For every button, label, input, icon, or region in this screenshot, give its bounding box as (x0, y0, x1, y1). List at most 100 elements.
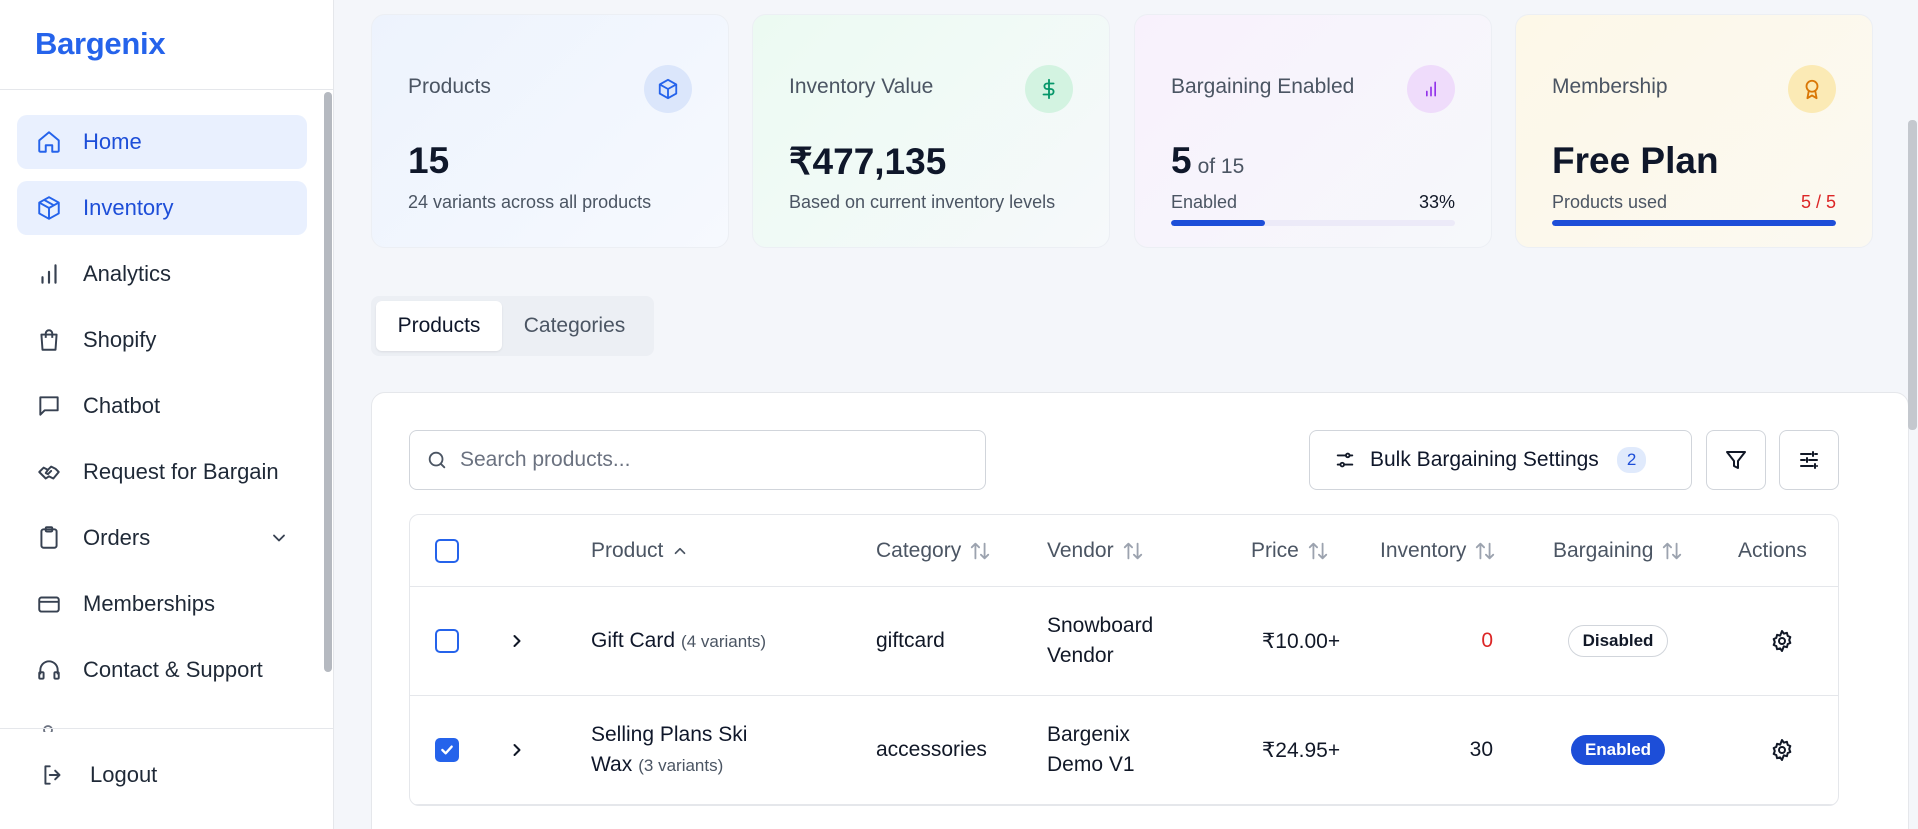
card-value-total: of 15 (1197, 155, 1245, 178)
sidebar-item-label: Analytics (83, 261, 172, 286)
card-subtitle: Enabled (1171, 192, 1238, 212)
sort-icon (1661, 540, 1683, 562)
card-subtitle: Based on current inventory levels (789, 192, 1056, 212)
product-name-block: Gift Card (4 variants) (591, 626, 766, 657)
card-value: 15 (408, 140, 450, 181)
logout-label: Logout (90, 762, 158, 787)
search-icon (426, 449, 448, 471)
bar-chart-icon (35, 260, 63, 288)
tab-categories[interactable]: Categories (523, 314, 626, 337)
product-cell: Selling Plans Ski Wax (3 variants) (591, 696, 791, 804)
bulk-bargaining-settings-button[interactable]: Bulk Bargaining Settings 2 (1309, 430, 1692, 490)
column-header-inventory[interactable]: Inventory (1380, 515, 1496, 586)
sidebar-item-label: Orders (83, 525, 151, 550)
inventory-cell: 0 (1481, 629, 1493, 652)
box-icon (35, 194, 63, 222)
products-table: Product Category Vendor (409, 514, 1839, 806)
price-cell: ₹10.00+ (1261, 629, 1341, 653)
table-row[interactable]: Gift Card (4 variants) giftcard Snowboard… (410, 587, 1838, 696)
card-title: Bargaining Enabled (1171, 75, 1355, 98)
category-cell: accessories (876, 738, 987, 761)
products-panel: Bulk Bargaining Settings 2 Product (371, 392, 1909, 829)
sort-icon (1474, 540, 1496, 562)
sidebar-item-label: Chatbot (83, 393, 161, 418)
cube-icon (644, 65, 692, 113)
vendor-cell: Snowboard Vendor (1047, 614, 1154, 667)
progress-fill (1552, 220, 1836, 226)
check-icon (439, 742, 455, 758)
search-box[interactable] (409, 430, 986, 490)
usage-label: 5 / 5 (1800, 192, 1836, 212)
product-name[interactable]: Selling Plans Ski Wax (591, 722, 748, 776)
column-header-vendor[interactable]: Vendor (1047, 515, 1144, 586)
row-settings-button[interactable] (1770, 587, 1794, 695)
sort-icon (1307, 540, 1329, 562)
row-select-cell (435, 696, 459, 804)
card-subtitle: 24 variants across all products (408, 192, 652, 212)
column-header-bargaining[interactable]: Bargaining (1553, 515, 1683, 586)
column-settings-button[interactable] (1779, 430, 1839, 490)
sidebar-nav: Home Inventory Analytics Shopify Chatbot (17, 115, 307, 709)
sidebar-item-label: Memberships (83, 591, 216, 616)
gear-icon (1770, 629, 1794, 653)
table-header: Product Category Vendor (410, 515, 1838, 587)
logout-button[interactable]: Logout (40, 762, 157, 788)
row-settings-button[interactable] (1770, 696, 1794, 804)
shopping-bag-icon (35, 326, 63, 354)
sidebar: Bargenix Home Inventory Analytics Shopif… (0, 0, 334, 829)
sort-icon (1122, 540, 1144, 562)
divider (0, 728, 333, 729)
sliders-icon (1334, 449, 1356, 471)
sidebar-scrollbar[interactable] (324, 92, 332, 672)
brand-logo[interactable]: Bargenix (35, 26, 166, 61)
progress-bar (1171, 220, 1455, 226)
filter-button[interactable] (1706, 430, 1766, 490)
sidebar-item-chatbot[interactable]: Chatbot (17, 379, 307, 433)
row-checkbox[interactable] (435, 738, 459, 762)
sidebar-item-memberships[interactable]: Memberships (17, 577, 307, 631)
expand-row-button[interactable] (507, 587, 527, 695)
sidebar-item-label: Shopify (83, 327, 157, 352)
headphones-icon (35, 656, 63, 684)
variant-count: (3 variants) (638, 755, 724, 775)
sidebar-item-analytics[interactable]: Analytics (17, 247, 307, 301)
status-badge[interactable]: Disabled (1567, 625, 1669, 657)
search-input[interactable] (460, 448, 960, 472)
sidebar-item-shopify[interactable]: Shopify (17, 313, 307, 367)
row-checkbox[interactable] (435, 629, 459, 653)
price-cell: ₹24.95+ (1261, 738, 1341, 762)
sidebar-item-orders[interactable]: Orders (17, 511, 307, 565)
award-icon (1788, 65, 1836, 113)
select-all-checkbox[interactable] (435, 538, 459, 563)
column-header-category[interactable]: Category (876, 515, 991, 586)
column-label: Category (876, 538, 962, 562)
column-label: Actions (1738, 538, 1807, 562)
credit-card-icon (35, 590, 63, 618)
column-header-product[interactable]: Product (591, 515, 689, 586)
product-name-block: Selling Plans Ski Wax (3 variants) (591, 720, 791, 781)
column-header-actions: Actions (1738, 515, 1807, 586)
tab-products[interactable]: Products (376, 301, 502, 351)
chevron-down-icon[interactable] (269, 528, 289, 548)
sidebar-item-inventory[interactable]: Inventory (17, 181, 307, 235)
bar-chart-icon (1407, 65, 1455, 113)
select-all-cell (435, 515, 459, 586)
column-header-price[interactable]: Price (1251, 515, 1329, 586)
column-label: Product (591, 538, 664, 562)
main-content: Products 15 24 variants across all produ… (334, 0, 1918, 829)
sidebar-item-contact-support[interactable]: Contact & Support (17, 643, 307, 697)
sidebar-item-home[interactable]: Home (17, 115, 307, 169)
product-name[interactable]: Gift Card (591, 628, 676, 652)
table-row[interactable]: Selling Plans Ski Wax (3 variants) access… (410, 696, 1838, 805)
clipboard-icon (35, 524, 63, 552)
inventory-cell: 30 (1469, 738, 1493, 761)
card-title: Membership (1552, 75, 1668, 98)
expand-row-button[interactable] (507, 696, 527, 804)
main-scrollbar[interactable] (1908, 120, 1917, 430)
sidebar-item-request-bargain[interactable]: Request for Bargain (17, 445, 307, 499)
card-value: ₹477,135 (789, 141, 947, 182)
status-badge[interactable]: Enabled (1570, 735, 1666, 765)
filter-icon (1724, 448, 1748, 472)
sidebar-item-label: Request for Bargain (83, 459, 279, 484)
bulk-button-label: Bulk Bargaining Settings (1370, 448, 1599, 471)
